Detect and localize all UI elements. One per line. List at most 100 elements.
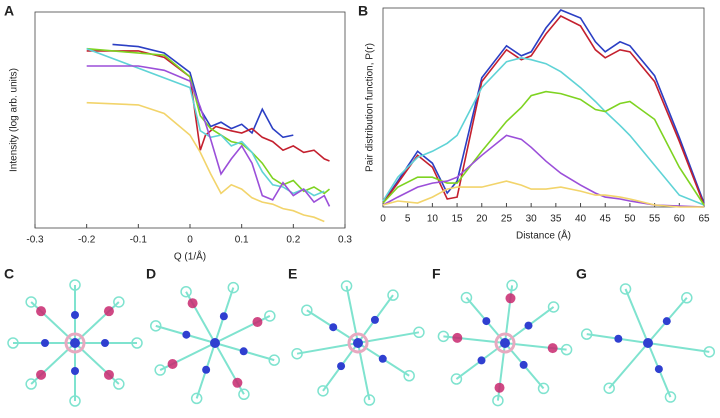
guest — [252, 317, 263, 328]
plot-frame — [382, 7, 705, 208]
x-tick-label: 60 — [674, 214, 686, 225]
x-axis-label: Distance (Å) — [516, 229, 571, 242]
ring — [560, 343, 573, 356]
panel-label: B — [358, 3, 368, 19]
x-tick-label: 45 — [600, 214, 612, 225]
x-tick-label: 50 — [624, 214, 636, 225]
metal — [337, 362, 346, 371]
metal — [71, 367, 79, 375]
metal — [219, 312, 228, 321]
ring — [268, 354, 280, 366]
metal — [482, 317, 491, 326]
x-tick-label: 30 — [526, 214, 538, 225]
ring — [131, 337, 143, 349]
molecule — [291, 280, 425, 406]
metal — [41, 339, 49, 347]
data-line — [382, 180, 704, 208]
guest — [505, 293, 516, 304]
metal — [614, 334, 623, 343]
core — [210, 338, 220, 348]
data-line — [112, 43, 294, 139]
x-tick-label: 0.1 — [235, 235, 249, 246]
x-tick-label: 55 — [649, 214, 661, 225]
ring — [340, 280, 353, 292]
x-tick-label: -0.1 — [130, 235, 148, 246]
ring — [317, 385, 329, 397]
metal — [519, 360, 528, 369]
plot-frame — [34, 11, 346, 229]
guest — [494, 382, 505, 393]
ring — [363, 394, 376, 406]
guest — [187, 298, 198, 309]
panel-label: D — [146, 266, 156, 282]
metal — [202, 365, 211, 374]
y-axis-label: Pair distribution function, P(r) — [365, 43, 376, 172]
guest — [36, 306, 47, 317]
data-line — [382, 90, 705, 206]
x-tick-label: 0 — [187, 235, 193, 246]
x-tick-label: 40 — [575, 214, 587, 225]
panel-label: G — [576, 266, 587, 282]
ring — [180, 285, 192, 298]
core — [353, 338, 363, 348]
bond — [608, 342, 649, 389]
ring — [227, 281, 240, 294]
data-line — [382, 14, 705, 206]
ring — [537, 382, 550, 395]
ring — [238, 388, 250, 401]
x-tick-label: -0.2 — [78, 235, 96, 246]
metal — [329, 323, 338, 332]
metal — [654, 365, 663, 374]
bond — [647, 342, 710, 353]
y-axis-label: Intensity (log arb. units) — [9, 68, 20, 172]
ring — [450, 373, 463, 385]
ring — [492, 394, 504, 407]
x-tick-label: 0.3 — [338, 235, 352, 246]
metal — [182, 330, 191, 339]
x-tick-label: 0 — [380, 214, 386, 225]
molecule — [437, 279, 573, 407]
core — [500, 338, 510, 348]
molecule — [150, 281, 280, 405]
data-line — [382, 9, 705, 204]
ring — [681, 292, 693, 304]
metal — [378, 354, 387, 363]
metal — [71, 311, 79, 319]
ring — [403, 369, 415, 382]
core-guest — [64, 332, 86, 354]
ring — [25, 296, 37, 308]
ring — [25, 378, 37, 390]
core — [643, 338, 653, 348]
panel-label: F — [432, 266, 441, 282]
data-line — [86, 50, 330, 162]
ring — [113, 378, 125, 390]
ring — [619, 283, 632, 295]
panel-label: E — [288, 266, 297, 282]
x-tick-label: 35 — [550, 214, 562, 225]
ring — [301, 304, 313, 317]
metal — [101, 339, 109, 347]
metal — [662, 317, 671, 326]
data-line — [86, 65, 331, 207]
x-tick-label: 20 — [476, 214, 488, 225]
ring — [7, 337, 19, 349]
metal — [370, 315, 379, 324]
x-tick-label: 5 — [405, 214, 411, 225]
x-tick-label: -0.3 — [26, 235, 44, 246]
panel-label: A — [4, 3, 14, 19]
ring — [291, 347, 303, 360]
ring — [387, 289, 399, 301]
guest — [36, 369, 47, 380]
panel-label: C — [4, 266, 14, 282]
data-line — [86, 101, 325, 223]
ring — [703, 346, 716, 358]
ring — [69, 395, 81, 407]
ring — [580, 328, 593, 340]
data-line — [382, 134, 705, 208]
ring — [460, 291, 473, 304]
x-tick-label: 25 — [501, 214, 513, 225]
guest — [547, 343, 558, 354]
x-tick-label: 15 — [452, 214, 464, 225]
ring — [113, 296, 125, 308]
